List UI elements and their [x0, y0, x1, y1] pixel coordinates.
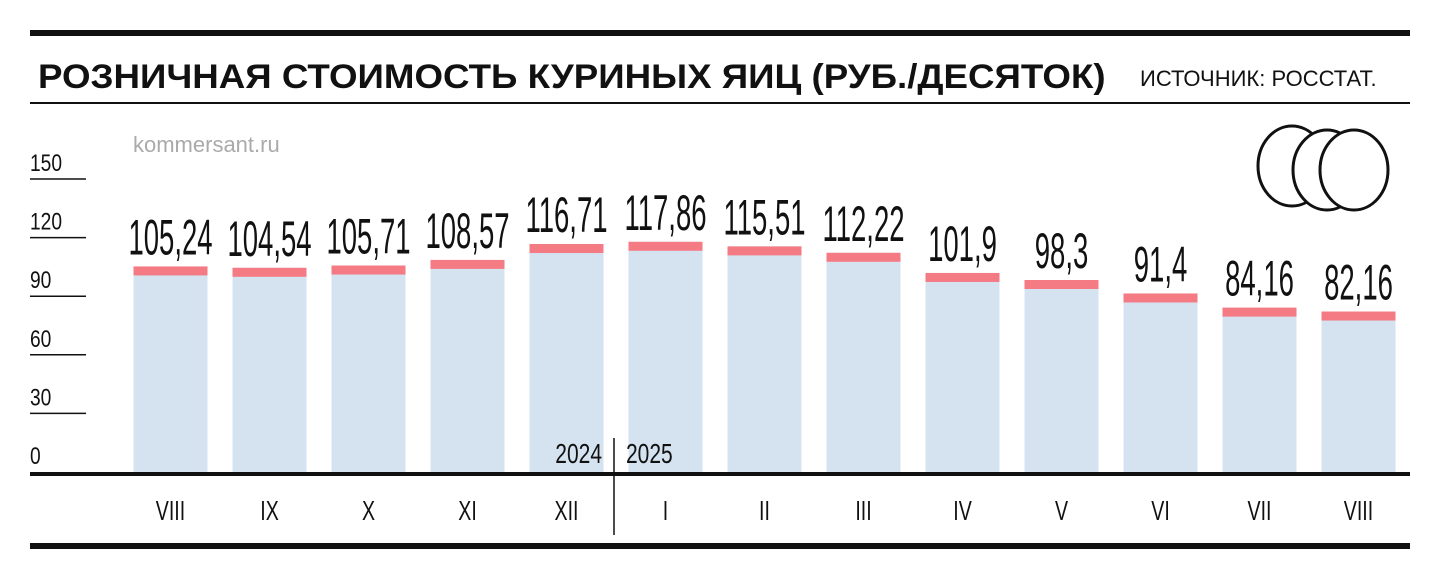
- bar: [727, 246, 802, 472]
- watermark: kommersant.ru: [133, 132, 280, 157]
- bar: [430, 259, 505, 472]
- bar: [133, 266, 208, 472]
- value-label: 101,9: [928, 215, 997, 272]
- bar: [826, 252, 901, 472]
- x-tick-label: IX: [260, 496, 279, 527]
- value-label: 115,51: [723, 189, 805, 246]
- period-label: 2024: [555, 439, 602, 470]
- value-label: 116,71: [525, 186, 607, 243]
- bar-cap: [232, 267, 307, 277]
- value-label: 108,57: [425, 202, 509, 259]
- value-label: 98,3: [1035, 222, 1089, 279]
- bar-cap: [1123, 293, 1198, 303]
- bar: [1321, 311, 1396, 472]
- bar-cap: [331, 265, 406, 275]
- x-tick-label: VII: [1248, 496, 1272, 527]
- value-label: 105,24: [128, 209, 212, 266]
- value-label: 91,4: [1134, 236, 1188, 293]
- value-label: 104,54: [227, 210, 311, 267]
- bar: [1222, 307, 1297, 472]
- bar-cap: [925, 272, 1000, 282]
- x-tick-label: II: [759, 496, 770, 527]
- bar: [331, 265, 406, 472]
- bar: [232, 267, 307, 472]
- bar-cap: [727, 246, 802, 256]
- value-label: 117,86: [624, 184, 706, 241]
- x-tick-label: V: [1055, 496, 1068, 527]
- bar-cap: [1321, 311, 1396, 321]
- x-tick-label: X: [362, 496, 375, 527]
- value-label: 105,71: [326, 208, 410, 265]
- x-tick-label: I: [663, 496, 668, 527]
- bar: [1123, 293, 1198, 472]
- bar-cap: [1222, 307, 1297, 317]
- bar-cap: [628, 241, 703, 251]
- value-label: 84,16: [1225, 250, 1294, 307]
- chart-title: РОЗНИЧНАЯ СТОИМОСТЬ КУРИНЫХ ЯИЦ (РУБ./ДЕ…: [38, 58, 1106, 95]
- x-tick-label: IV: [953, 496, 972, 527]
- source: ИСТОЧНИК: РОССТАТ.: [1140, 66, 1377, 91]
- bar-cap: [133, 266, 208, 276]
- x-tick-label: VIII: [156, 496, 185, 527]
- bar-cap: [826, 252, 901, 262]
- baseline: [30, 472, 1410, 476]
- value-label: 82,16: [1324, 254, 1393, 311]
- x-tick-label: VIII: [1344, 496, 1373, 527]
- period-label: 2025: [626, 439, 673, 470]
- bar: [925, 272, 1000, 472]
- bar: [1024, 279, 1099, 472]
- y-tick-label: 120: [30, 208, 62, 236]
- title-rule: [30, 102, 1410, 104]
- bar-cap: [430, 259, 505, 269]
- y-tick-label: 60: [30, 325, 51, 353]
- y-tick-label: 150: [30, 149, 62, 177]
- x-tick-label: XII: [555, 496, 579, 527]
- x-tick-label: VI: [1151, 496, 1170, 527]
- bar: [529, 244, 604, 472]
- bar: [628, 241, 703, 472]
- bar-cap: [529, 244, 604, 254]
- x-tick-label: XI: [458, 496, 477, 527]
- value-label: 112,22: [822, 195, 904, 252]
- top-rule: [30, 30, 1410, 36]
- x-tick-label: III: [855, 496, 871, 527]
- y-tick-label: 30: [30, 383, 51, 411]
- y-tick-label: 90: [30, 266, 51, 294]
- egg-icons: [1256, 124, 1390, 212]
- y-tick-label: 0: [30, 442, 41, 470]
- bar-cap: [1024, 279, 1099, 289]
- bottom-rule: [30, 543, 1410, 549]
